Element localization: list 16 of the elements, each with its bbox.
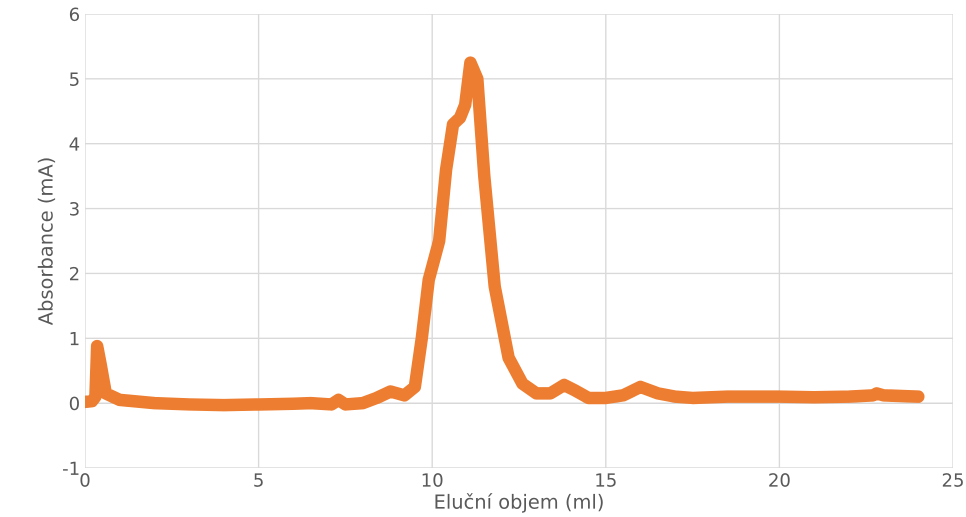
- y-tick-label: 6: [70, 7, 79, 22]
- x-tick-label: 25: [942, 473, 963, 487]
- x-tick-label: 0: [80, 473, 90, 487]
- x-tick-label: 5: [254, 473, 263, 487]
- y-tick-label: 4: [70, 137, 80, 151]
- x-axis-title: Eluční objem (ml): [435, 493, 603, 513]
- x-tick-label: 20: [769, 473, 790, 487]
- x-tick-label: 10: [422, 473, 442, 487]
- y-tick-label: 2: [70, 266, 78, 280]
- x-tick-label: 15: [596, 473, 616, 487]
- y-tick-label: 5: [70, 72, 79, 86]
- y-axis-title: Absorbance (mA): [38, 158, 56, 326]
- y-tick-label: -1: [63, 462, 78, 475]
- y-tick-label: 0: [70, 396, 79, 410]
- y-tick-label: 3: [70, 202, 79, 216]
- y-tick-label: 1: [70, 332, 78, 346]
